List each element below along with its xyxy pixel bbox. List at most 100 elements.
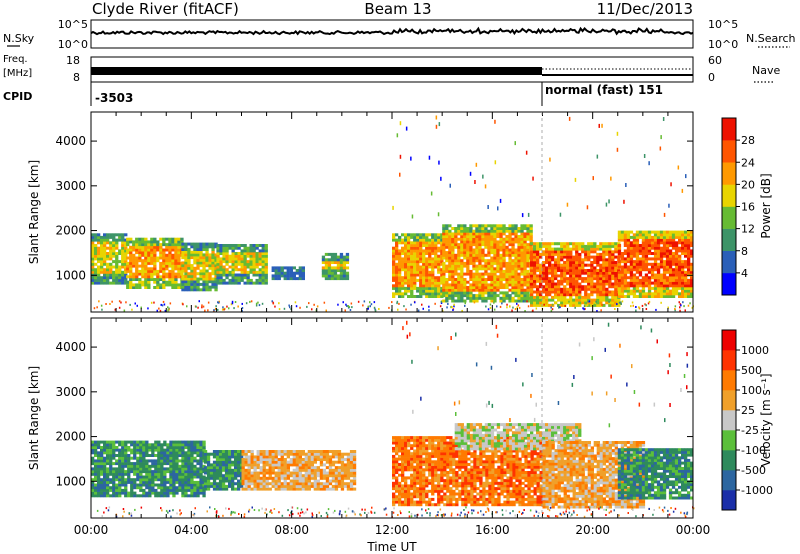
power-cell xyxy=(345,255,350,259)
velocity-cell xyxy=(218,450,223,453)
power-cell xyxy=(671,244,676,247)
power-cell xyxy=(623,257,628,261)
velocity-cell xyxy=(175,446,179,449)
power-speckle xyxy=(323,301,326,304)
velocity-cell xyxy=(286,471,290,475)
power-cell xyxy=(508,294,512,298)
power-cell xyxy=(118,268,122,272)
power-cell xyxy=(252,262,256,266)
velocity-cell xyxy=(203,455,208,459)
power-cell xyxy=(451,243,455,247)
power-cell xyxy=(205,285,209,289)
power-speckle xyxy=(574,306,576,309)
power-cell xyxy=(231,249,235,253)
power-cell xyxy=(684,235,688,239)
velocity-cell xyxy=(187,480,191,484)
power-cell xyxy=(557,285,561,289)
power-cell xyxy=(584,255,588,259)
velocity-cell xyxy=(118,480,122,484)
power-cell xyxy=(174,248,178,252)
velocity-cell xyxy=(178,483,182,487)
power-cell xyxy=(422,273,426,277)
velocity-cell xyxy=(231,487,235,491)
power-cell xyxy=(407,260,411,264)
power-cell xyxy=(566,282,570,286)
power-speckle xyxy=(414,301,416,304)
power-cell xyxy=(132,278,136,281)
power-cell xyxy=(135,275,139,279)
power-cell xyxy=(536,303,540,307)
velocity-cell xyxy=(136,443,140,447)
power-cell xyxy=(442,267,446,271)
power-cell xyxy=(554,263,558,267)
velocity-cell xyxy=(139,480,143,484)
velocity-cell xyxy=(221,450,226,453)
power-speckle xyxy=(129,303,131,306)
power-cell xyxy=(617,238,622,242)
power-cell xyxy=(398,289,402,293)
velocity-cell xyxy=(109,451,113,455)
power-cell xyxy=(153,259,157,263)
power-cell xyxy=(499,248,503,252)
velocity-cell xyxy=(172,462,176,466)
power-cell xyxy=(681,249,685,253)
power-cell xyxy=(629,284,634,288)
velocity-cell xyxy=(106,451,110,455)
power-cell xyxy=(678,249,682,253)
power-cell xyxy=(560,303,564,307)
power-cell xyxy=(445,299,449,303)
velocity-cell xyxy=(151,446,155,449)
power-cell xyxy=(578,244,582,248)
power-cell xyxy=(681,289,685,293)
power-cell xyxy=(103,249,107,253)
power-speckle xyxy=(289,306,291,309)
power-speckle xyxy=(586,304,589,306)
velocity-cell xyxy=(244,484,248,488)
power-cell xyxy=(678,254,682,258)
power-cell xyxy=(611,263,615,267)
velocity-cell xyxy=(237,466,241,470)
power-cell xyxy=(554,277,558,281)
power-cell xyxy=(496,269,500,273)
power-cell xyxy=(401,292,405,296)
power-cell xyxy=(222,278,226,282)
power-cell xyxy=(214,256,218,260)
power-cell xyxy=(659,265,664,269)
power-cell xyxy=(219,246,223,250)
power-cell xyxy=(590,298,594,302)
velocity-cell xyxy=(301,487,305,491)
velocity-cell xyxy=(169,470,173,474)
power-cell xyxy=(168,283,172,287)
power-cell xyxy=(656,286,661,290)
power-cell xyxy=(118,252,122,255)
velocity-cell xyxy=(148,480,152,484)
power-cell xyxy=(653,281,658,285)
power-cell xyxy=(569,277,573,281)
power-cell xyxy=(520,261,524,265)
power-cell xyxy=(138,272,142,276)
velocity-cell xyxy=(97,488,101,492)
power-cell xyxy=(514,275,518,279)
power-cell xyxy=(422,270,426,274)
power-cell xyxy=(614,250,618,254)
power-cell xyxy=(442,280,446,284)
power-cell xyxy=(659,262,664,266)
velocity-cell xyxy=(209,474,214,478)
power-cell xyxy=(162,280,166,284)
velocity-cell xyxy=(250,463,254,467)
velocity-cell xyxy=(259,452,263,456)
power-cell xyxy=(138,264,142,268)
power-cell xyxy=(466,227,470,230)
power-cell xyxy=(548,263,552,267)
power-cell xyxy=(422,260,426,264)
power-cell xyxy=(647,295,652,298)
power-cell xyxy=(407,241,411,245)
power-cell xyxy=(478,261,482,265)
power-cell xyxy=(258,260,262,264)
power-cell xyxy=(629,268,634,272)
power-cell xyxy=(190,277,194,281)
velocity-cell xyxy=(224,458,229,461)
power-cell xyxy=(539,263,543,267)
power-cell xyxy=(687,238,691,242)
power-cell xyxy=(484,280,488,284)
